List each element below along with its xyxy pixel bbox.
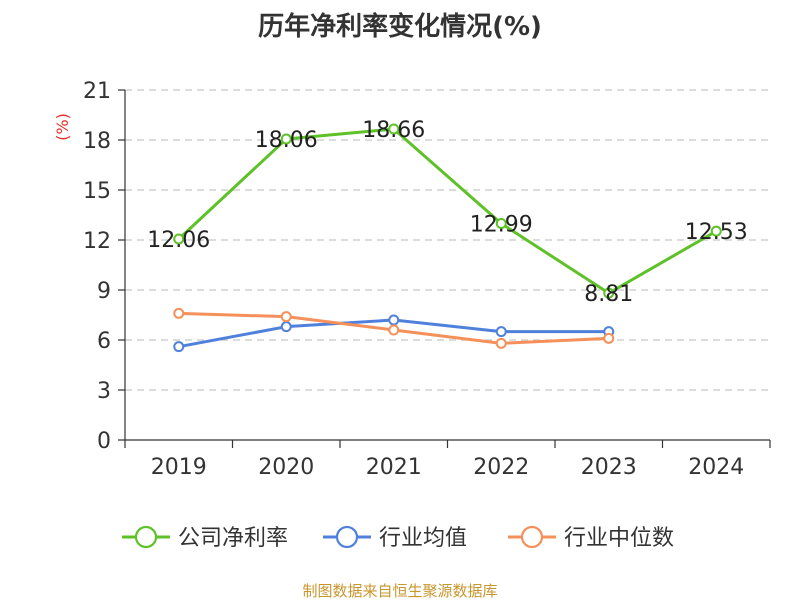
x-tick-label: 2022: [473, 455, 529, 480]
data-point: [280, 321, 292, 333]
y-tick-label: 0: [97, 429, 111, 454]
x-tick-label: 2023: [581, 455, 637, 480]
legend-marker: [520, 525, 544, 549]
data-point: [495, 337, 507, 349]
y-tick-label: 18: [83, 129, 111, 154]
legend: 公司净利率 行业均值 行业中位数: [122, 525, 674, 551]
data-label: 18.66: [362, 118, 425, 143]
legend-label: 行业均值: [379, 526, 467, 551]
data-label: 18.06: [255, 128, 318, 153]
data-point: [603, 287, 615, 299]
axes: 0 3 6 9 12 15 18 21 2019 2020 2021 2022 2023 2024 (%): [53, 79, 771, 480]
data-point: [388, 314, 400, 326]
data-labels: 12.06 18.06 18.66 12.99 8.81 12.53: [147, 118, 747, 307]
series-layer: [173, 123, 722, 353]
legend-label: 公司净利率: [178, 526, 288, 551]
data-point: [280, 133, 292, 145]
data-label: 12.99: [470, 213, 533, 238]
data-point: [495, 326, 507, 338]
y-tick-label: 6: [97, 329, 111, 354]
y-tick-label: 3: [97, 379, 111, 404]
legend-label: 行业中位数: [564, 526, 674, 551]
data-point: [710, 225, 722, 237]
data-point: [173, 233, 185, 245]
data-point: [603, 332, 615, 344]
chart-title: 历年净利率变化情况(%): [258, 12, 542, 42]
y-tick-label: 12: [83, 229, 111, 254]
series-line: [177, 127, 717, 295]
data-point: [495, 218, 507, 229]
data-label: 12.06: [147, 228, 210, 253]
legend-marker: [335, 525, 359, 549]
data-point: [280, 311, 292, 323]
y-tick-label: 21: [83, 79, 111, 104]
x-tick-label: 2021: [366, 455, 422, 480]
y-axis-label: (%): [53, 113, 72, 141]
data-point: [388, 324, 400, 336]
legend-marker: [134, 525, 158, 549]
x-tick-label: 2024: [688, 455, 744, 480]
source-note: 制图数据来自恒生聚源数据库: [302, 582, 498, 600]
y-tick-label: 9: [97, 279, 111, 304]
data-point: [173, 307, 185, 319]
grid-lines: [125, 89, 770, 391]
x-tick-label: 2020: [258, 455, 314, 480]
y-tick-label: 15: [83, 179, 111, 204]
data-point: [388, 123, 400, 135]
data-point: [173, 341, 185, 353]
data-label: 8.81: [584, 282, 633, 307]
data-label: 12.53: [685, 220, 748, 245]
x-tick-label: 2019: [151, 455, 207, 480]
